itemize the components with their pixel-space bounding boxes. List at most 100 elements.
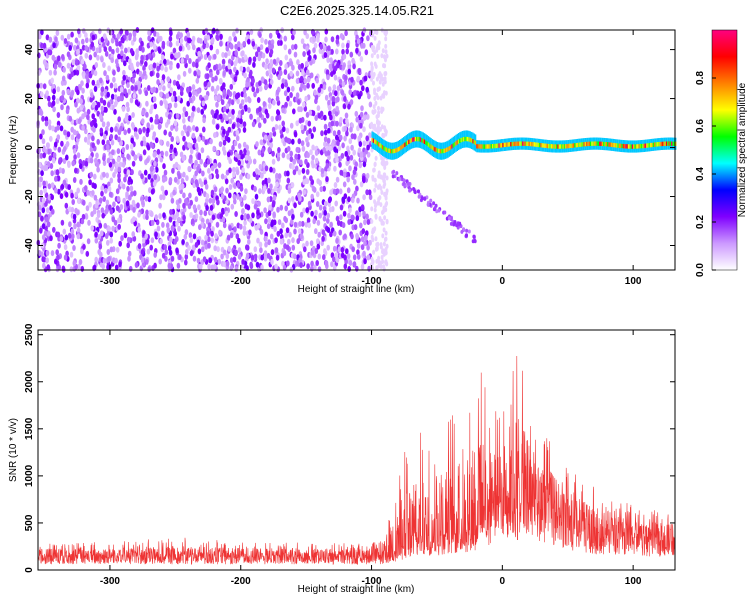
heatmap-cell xyxy=(257,122,262,129)
heatmap-cell xyxy=(230,203,235,210)
heatmap-cell xyxy=(485,144,487,149)
heatmap-cell xyxy=(624,144,626,149)
heatmap-cell xyxy=(94,256,98,263)
heatmap-cell xyxy=(204,27,209,34)
heatmap-cell xyxy=(51,100,56,107)
snr-y-tick-label: 1500 xyxy=(24,417,35,440)
heatmap-cell xyxy=(86,114,90,121)
heatmap-cell xyxy=(144,61,148,67)
heatmap-cell xyxy=(207,167,211,174)
heatmap-cell xyxy=(372,249,376,255)
heatmap-cell xyxy=(127,115,132,122)
heatmap-cell xyxy=(245,81,249,88)
heatmap-cell xyxy=(189,148,194,155)
heatmap-cell xyxy=(363,258,367,265)
heatmap-cell xyxy=(286,145,291,152)
heatmap-cell xyxy=(123,60,127,67)
heatmap-cell xyxy=(136,202,140,209)
heatmap-cell xyxy=(383,54,386,60)
heatmap-cell xyxy=(312,47,316,54)
heatmap-cell xyxy=(71,233,75,240)
heatmap-cell xyxy=(341,196,346,203)
heatmap-cell xyxy=(113,94,118,101)
heatmap-cell xyxy=(105,199,110,206)
heatmap-cell xyxy=(608,142,610,147)
heatmap-cell xyxy=(157,36,161,42)
heatmap-cell xyxy=(498,143,500,148)
heatmap-cell xyxy=(124,47,128,54)
heatmap-cell xyxy=(388,148,390,153)
heatmap-cell xyxy=(306,82,310,89)
heatmap-cell xyxy=(599,141,601,146)
heatmap-cell xyxy=(277,219,282,226)
heatmap-cell xyxy=(252,61,256,68)
heatmap-cell xyxy=(546,143,549,149)
heatmap-cell xyxy=(326,217,330,224)
heatmap-cell xyxy=(309,240,314,247)
heatmap-cell xyxy=(150,188,155,195)
heatmap-cell xyxy=(41,129,45,136)
heatmap-cell xyxy=(174,125,179,132)
heatmap-cell xyxy=(85,73,89,80)
heatmap-cell xyxy=(382,145,384,150)
heatmap-cell xyxy=(323,200,328,207)
heatmap-cell xyxy=(41,207,46,214)
heatmap-cell xyxy=(325,176,329,183)
heatmap-cell xyxy=(201,170,205,177)
heatmap-cell xyxy=(182,202,186,209)
heatmap-cell xyxy=(382,227,386,233)
heatmap-cell xyxy=(514,141,516,147)
heatmap-cell xyxy=(84,52,89,59)
heatmap-cell xyxy=(110,139,115,146)
heatmap-cell xyxy=(111,225,115,232)
spectrogram-y-tick-label: 20 xyxy=(24,93,35,105)
heatmap-cell xyxy=(275,89,280,96)
heatmap-cell xyxy=(229,83,234,90)
heatmap-cell xyxy=(327,86,332,93)
heatmap-cell xyxy=(44,164,49,171)
heatmap-cell xyxy=(357,135,362,142)
heatmap-cell xyxy=(481,144,483,149)
heatmap-cell xyxy=(66,33,71,40)
heatmap-cell xyxy=(89,171,94,178)
heatmap-cell xyxy=(76,152,81,159)
heatmap-cell xyxy=(235,169,240,176)
heatmap-cell xyxy=(228,118,233,125)
heatmap-cell xyxy=(209,138,213,145)
heatmap-cell xyxy=(189,250,194,257)
heatmap-cell xyxy=(51,125,55,132)
heatmap-cell xyxy=(127,88,132,95)
heatmap-cell xyxy=(295,78,300,84)
heatmap-cell xyxy=(228,36,232,42)
heatmap-cell xyxy=(362,177,366,184)
heatmap-cell xyxy=(270,221,274,228)
heatmap-cell xyxy=(203,81,208,87)
heatmap-cell xyxy=(285,244,290,251)
heatmap-cell xyxy=(100,190,104,197)
heatmap-cell xyxy=(465,233,468,238)
heatmap-cell xyxy=(346,155,350,162)
heatmap-cell xyxy=(505,142,507,147)
heatmap-cell xyxy=(359,56,364,62)
heatmap-cell xyxy=(275,95,280,102)
heatmap-cell xyxy=(79,163,83,170)
heatmap-cell xyxy=(56,254,60,261)
heatmap-cell xyxy=(195,77,200,84)
heatmap-cell xyxy=(357,211,362,218)
heatmap-cell xyxy=(55,30,60,36)
heatmap-cell xyxy=(367,265,371,272)
heatmap-cell xyxy=(593,141,596,146)
heatmap-cell xyxy=(159,238,163,245)
heatmap-cell xyxy=(510,142,512,147)
heatmap-cell xyxy=(184,259,188,266)
heatmap-cell xyxy=(121,161,126,168)
heatmap-cell xyxy=(453,142,456,147)
heatmap-cell xyxy=(520,141,523,146)
heatmap-cell xyxy=(93,173,97,180)
heatmap-cell xyxy=(105,74,110,81)
colorbar-tick-label: 0.4 xyxy=(695,167,706,181)
heatmap-cell xyxy=(112,69,116,76)
heatmap-cell xyxy=(264,38,268,45)
